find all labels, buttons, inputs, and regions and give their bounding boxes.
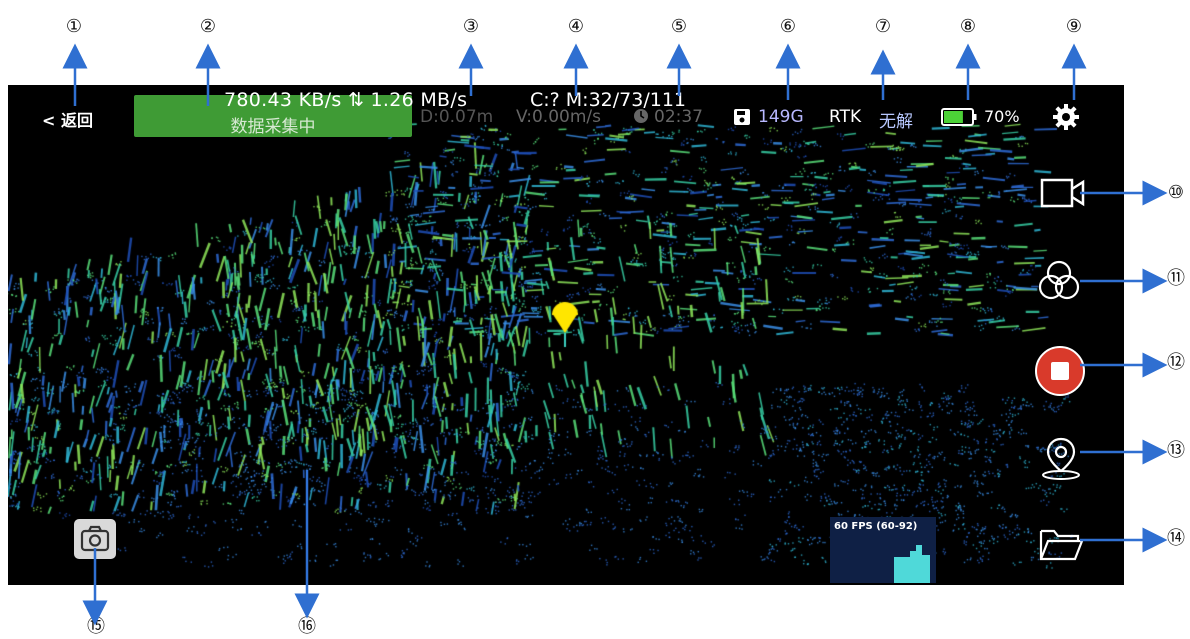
collection-status-button[interactable]: 数据采集中 xyxy=(134,95,412,137)
callout-16: ⑯ xyxy=(298,616,316,637)
callout-1: ① xyxy=(65,16,83,37)
elapsed-time: 02:37 xyxy=(654,107,703,127)
settings-gear-icon[interactable] xyxy=(1052,103,1080,131)
callout-10: ⑩ xyxy=(1167,182,1185,203)
video-camera-icon[interactable] xyxy=(1040,177,1086,209)
battery-icon xyxy=(941,108,977,126)
color-mode-icon[interactable] xyxy=(1036,259,1082,303)
stop-record-button[interactable] xyxy=(1034,345,1086,397)
callout-13: ⑬ xyxy=(1167,440,1185,461)
battery-percent: 70% xyxy=(984,107,1020,126)
callout-9: ⑨ xyxy=(1065,16,1083,37)
point-cloud-view[interactable] xyxy=(8,85,1124,585)
callout-8: ⑧ xyxy=(959,16,977,37)
app-screen: < 返回 数据采集中 780.43 KB/s ⇅ 1.26 MB/s C:? M… xyxy=(8,85,1124,585)
callout-7: ⑦ xyxy=(874,16,892,37)
data-rate-readout: 780.43 KB/s ⇅ 1.26 MB/s xyxy=(224,89,468,111)
top-status-bar: < 返回 数据采集中 780.43 KB/s ⇅ 1.26 MB/s C:? M… xyxy=(8,85,1124,145)
storage-remaining: 149G xyxy=(758,107,804,127)
back-button[interactable]: < 返回 xyxy=(42,111,93,130)
callout-12: ⑫ xyxy=(1167,352,1185,373)
distance-readout: D:0.07m xyxy=(420,107,494,127)
velocity-readout: V:0.00m/s xyxy=(516,107,601,127)
folder-icon[interactable] xyxy=(1038,525,1084,565)
callout-15: ⑮ xyxy=(87,616,105,637)
callout-5: ⑤ xyxy=(670,16,688,37)
rtk-status: 无解 xyxy=(879,112,913,132)
fps-label: 60 FPS (60-92) xyxy=(834,521,918,532)
counter-readout: C:? M:32/73/111 xyxy=(530,89,687,111)
screenshot-camera-button[interactable] xyxy=(74,519,116,559)
fps-monitor: 60 FPS (60-92) xyxy=(830,517,936,583)
collection-status-label: 数据采集中 xyxy=(230,117,316,137)
callout-2: ② xyxy=(199,16,217,37)
callout-11: ⑪ xyxy=(1167,268,1185,289)
camera-icon xyxy=(80,525,110,552)
rtk-label: RTK xyxy=(829,107,862,127)
fps-graph xyxy=(894,545,930,583)
callout-3: ③ xyxy=(462,16,480,37)
callout-4: ④ xyxy=(567,16,585,37)
callout-6: ⑥ xyxy=(779,16,797,37)
storage-icon xyxy=(734,109,750,125)
clock-icon xyxy=(634,109,648,123)
location-pin-icon[interactable] xyxy=(1038,435,1084,481)
callout-14: ⑭ xyxy=(1167,528,1185,549)
